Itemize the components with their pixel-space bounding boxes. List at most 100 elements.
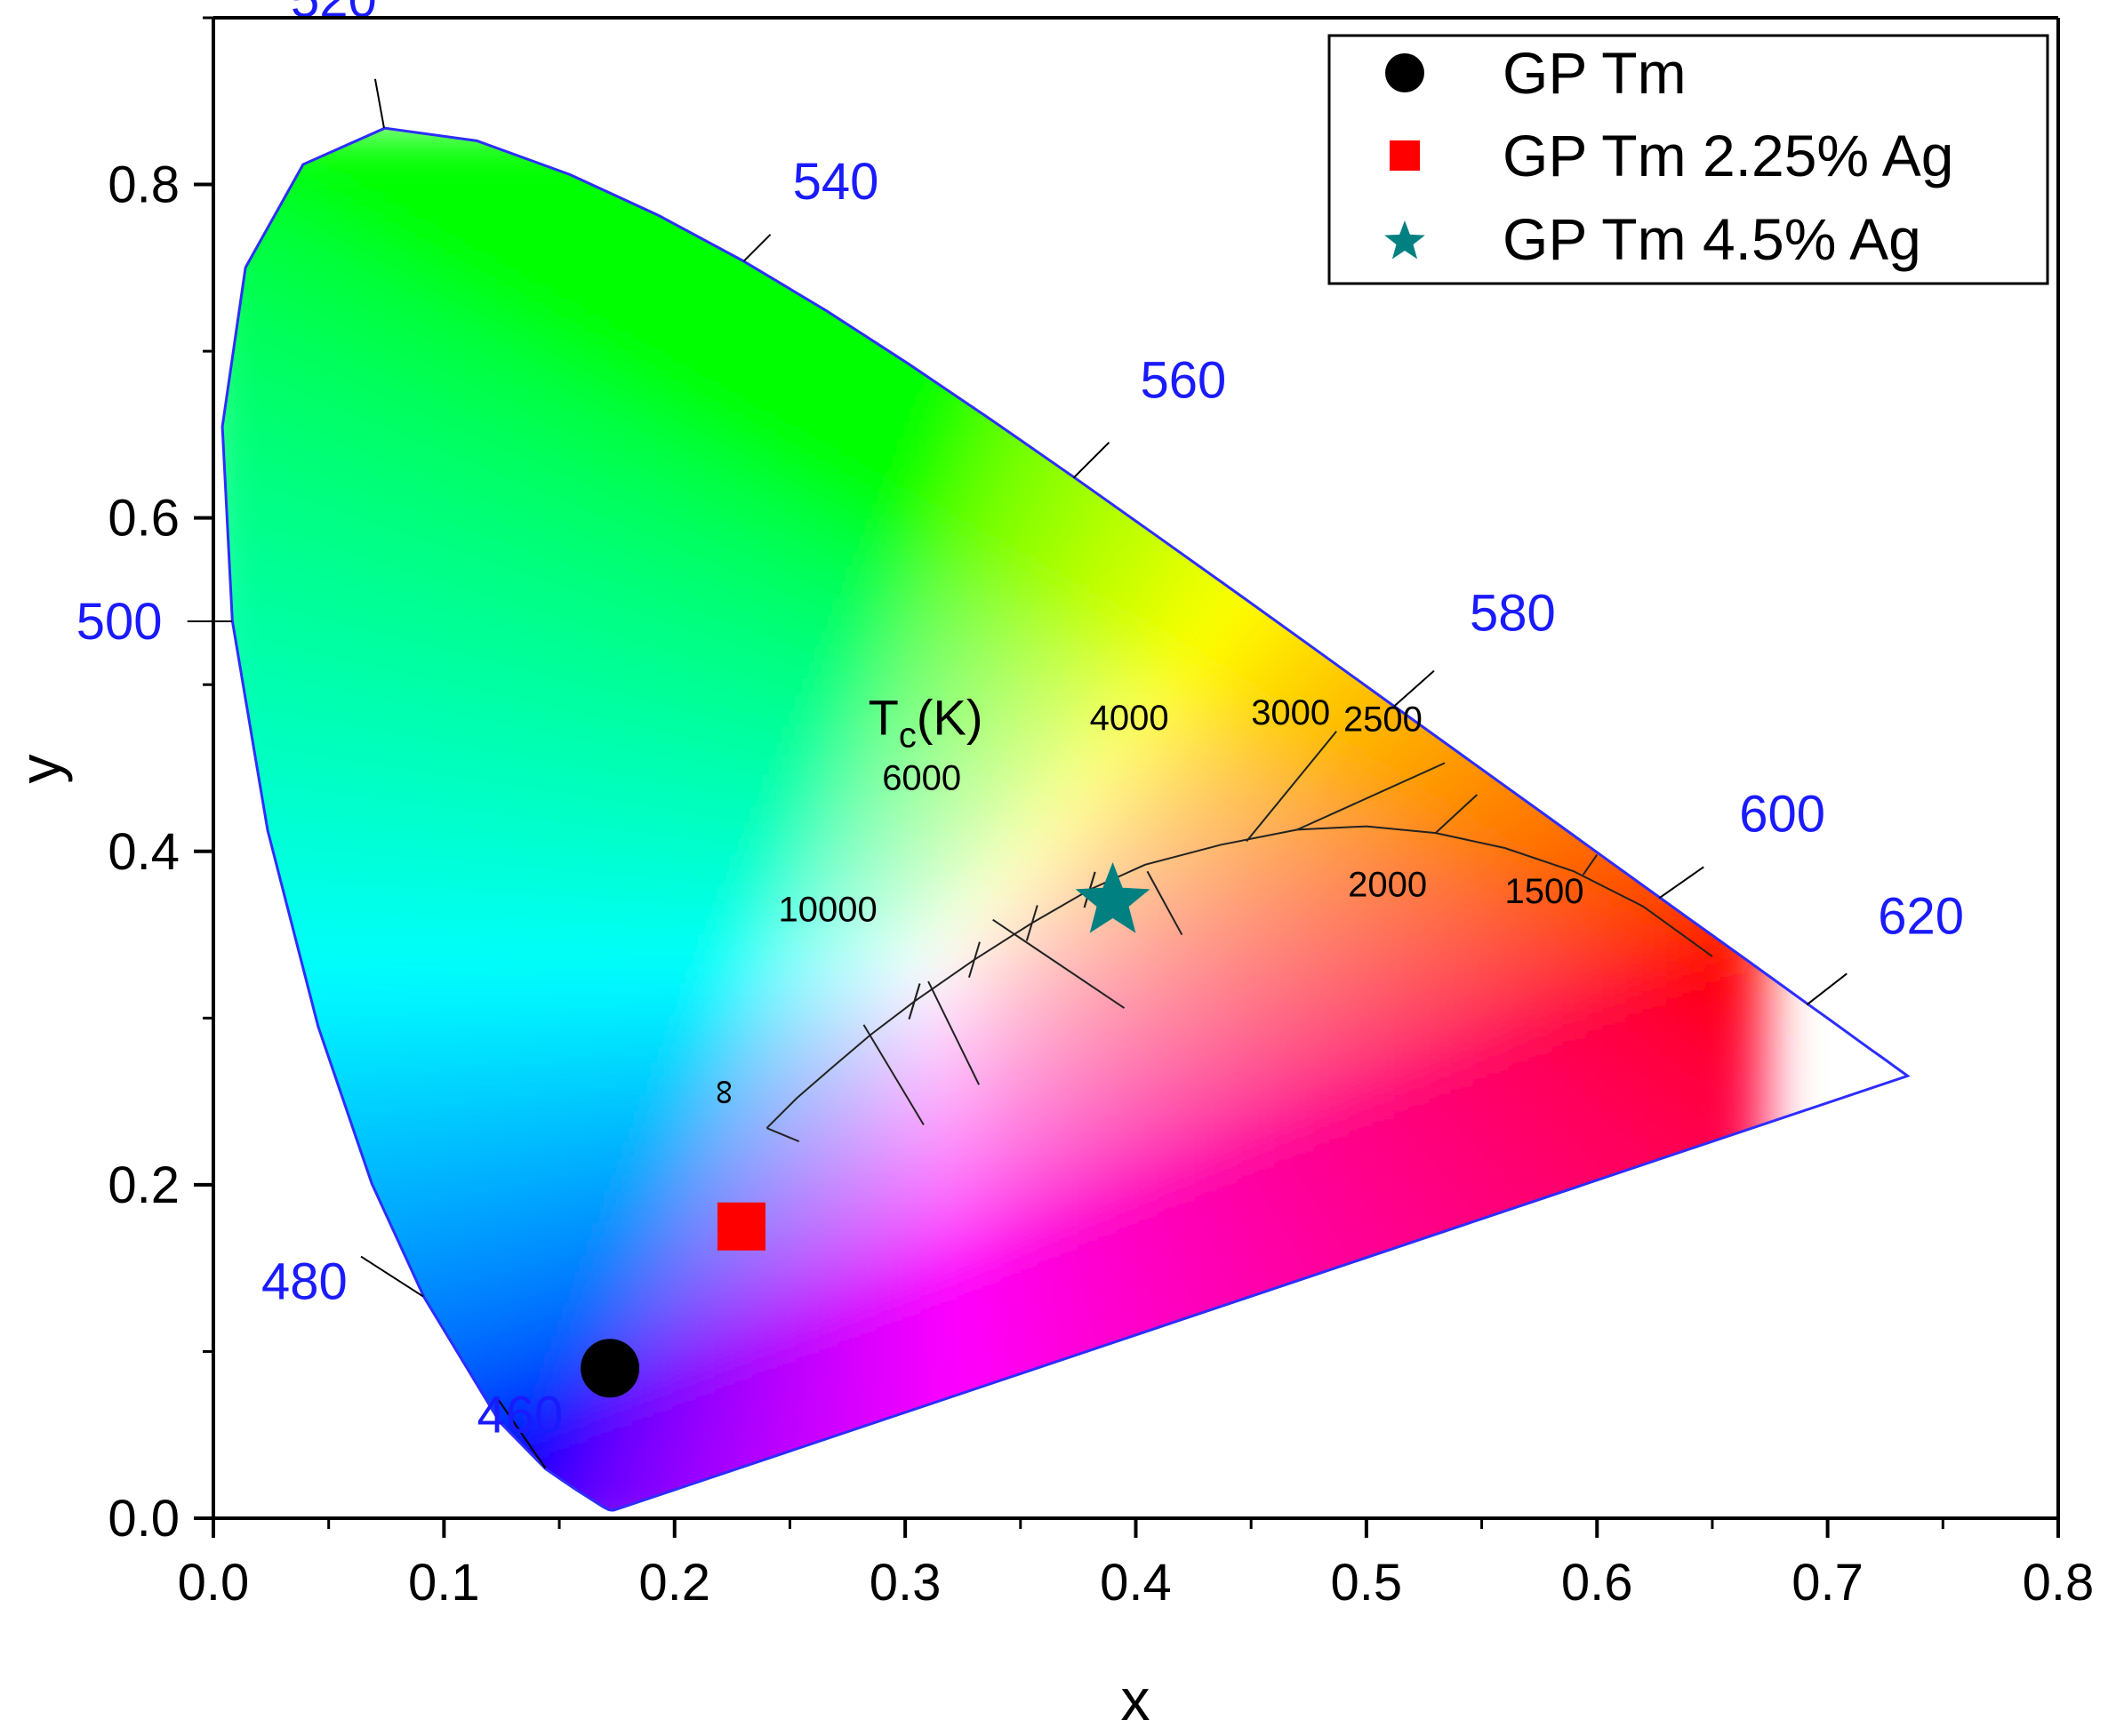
gamut-cell [1028,1180,1045,1197]
gamut-cell [868,1004,885,1021]
gamut-cell [836,732,853,749]
gamut-cell [292,492,309,509]
gamut-cell [724,156,741,173]
gamut-cell [1012,860,1029,877]
gamut-cell [1060,204,1077,221]
gamut-cell [404,828,421,845]
gamut-cell [788,540,805,557]
gamut-cell [596,1004,613,1021]
gamut-cell [244,956,260,973]
gamut-cell [660,924,677,941]
gamut-cell [996,1148,1013,1165]
gamut-cell [244,1308,260,1325]
gamut-cell [1076,188,1093,205]
gamut-cell [996,1468,1013,1485]
gamut-cell [404,1388,421,1405]
gamut-cell [468,556,485,573]
gamut-cell [468,780,485,797]
gamut-cell [516,972,533,989]
gamut-cell [996,1196,1013,1213]
gamut-cell [1044,1468,1061,1485]
gamut-cell [516,764,533,781]
gamut-cell [628,1068,645,1085]
gamut-cell [916,540,933,557]
gamut-cell [612,748,629,765]
gamut-cell [404,1228,421,1245]
gamut-cell [340,252,357,269]
gamut-cell [644,1004,661,1021]
gamut-cell [436,1420,453,1437]
gamut-cell [804,1068,821,1085]
gamut-cell [516,844,533,861]
gamut-cell [372,332,389,349]
gamut-cell [228,1340,244,1357]
gamut-cell [516,572,533,589]
gamut-cell [628,844,645,861]
gamut-cell [708,1420,725,1437]
gamut-cell [724,364,741,381]
gamut-cell [532,1180,549,1197]
gamut-cell [388,1436,405,1453]
gamut-cell [404,716,421,733]
gamut-cell [820,348,837,365]
gamut-cell [932,988,949,1005]
gamut-cell [228,476,244,493]
gamut-cell [740,620,757,637]
gamut-cell [820,1180,837,1197]
gamut-cell [612,1180,629,1197]
gamut-cell [596,748,613,765]
gamut-cell [436,220,453,237]
gamut-cell [1012,460,1029,477]
gamut-cell [836,700,853,717]
gamut-cell [932,476,949,493]
gamut-cell [340,1420,357,1437]
gamut-cell [500,444,517,461]
gamut-cell [260,1388,277,1405]
gamut-cell [260,860,277,877]
gamut-cell [420,364,437,381]
gamut-cell [292,988,309,1005]
gamut-cell [836,284,853,301]
gamut-cell [932,1484,949,1501]
gamut-cell [1044,396,1061,413]
gamut-cell [660,540,677,557]
gamut-cell [580,828,597,845]
gamut-cell [532,940,549,957]
gamut-cell [1012,1196,1029,1213]
gamut-cell [276,796,293,813]
gamut-cell [740,1308,757,1325]
gamut-cell [404,188,421,205]
gamut-cell [388,668,405,685]
gamut-cell [948,764,965,781]
gamut-cell [980,812,997,829]
gamut-cell [452,1052,469,1069]
gamut-cell [708,220,725,237]
gamut-cell [740,796,757,813]
gamut-cell [644,812,661,829]
gamut-cell [932,844,949,861]
gamut-cell [580,1292,597,1309]
gamut-cell [980,220,997,237]
gamut-cell [692,428,709,445]
gamut-cell [452,460,469,477]
gamut-cell [516,540,533,557]
gamut-cell [404,364,421,381]
gamut-cell [404,700,421,717]
gamut-cell [676,1356,693,1373]
gamut-cell [740,140,757,157]
gamut-cell [596,604,613,621]
gamut-cell [1060,892,1077,909]
gamut-cell [756,716,773,733]
gamut-cell [452,1020,469,1037]
gamut-cell [692,508,709,525]
gamut-cell [356,1052,373,1069]
gamut-cell [932,412,949,429]
gamut-cell [244,1196,260,1213]
gamut-cell [900,844,917,861]
gamut-cell [292,860,309,877]
gamut-cell [276,492,293,509]
gamut-cell [996,828,1013,845]
gamut-cell [452,556,469,573]
gamut-cell [932,1500,949,1511]
gamut-cell [292,572,309,589]
